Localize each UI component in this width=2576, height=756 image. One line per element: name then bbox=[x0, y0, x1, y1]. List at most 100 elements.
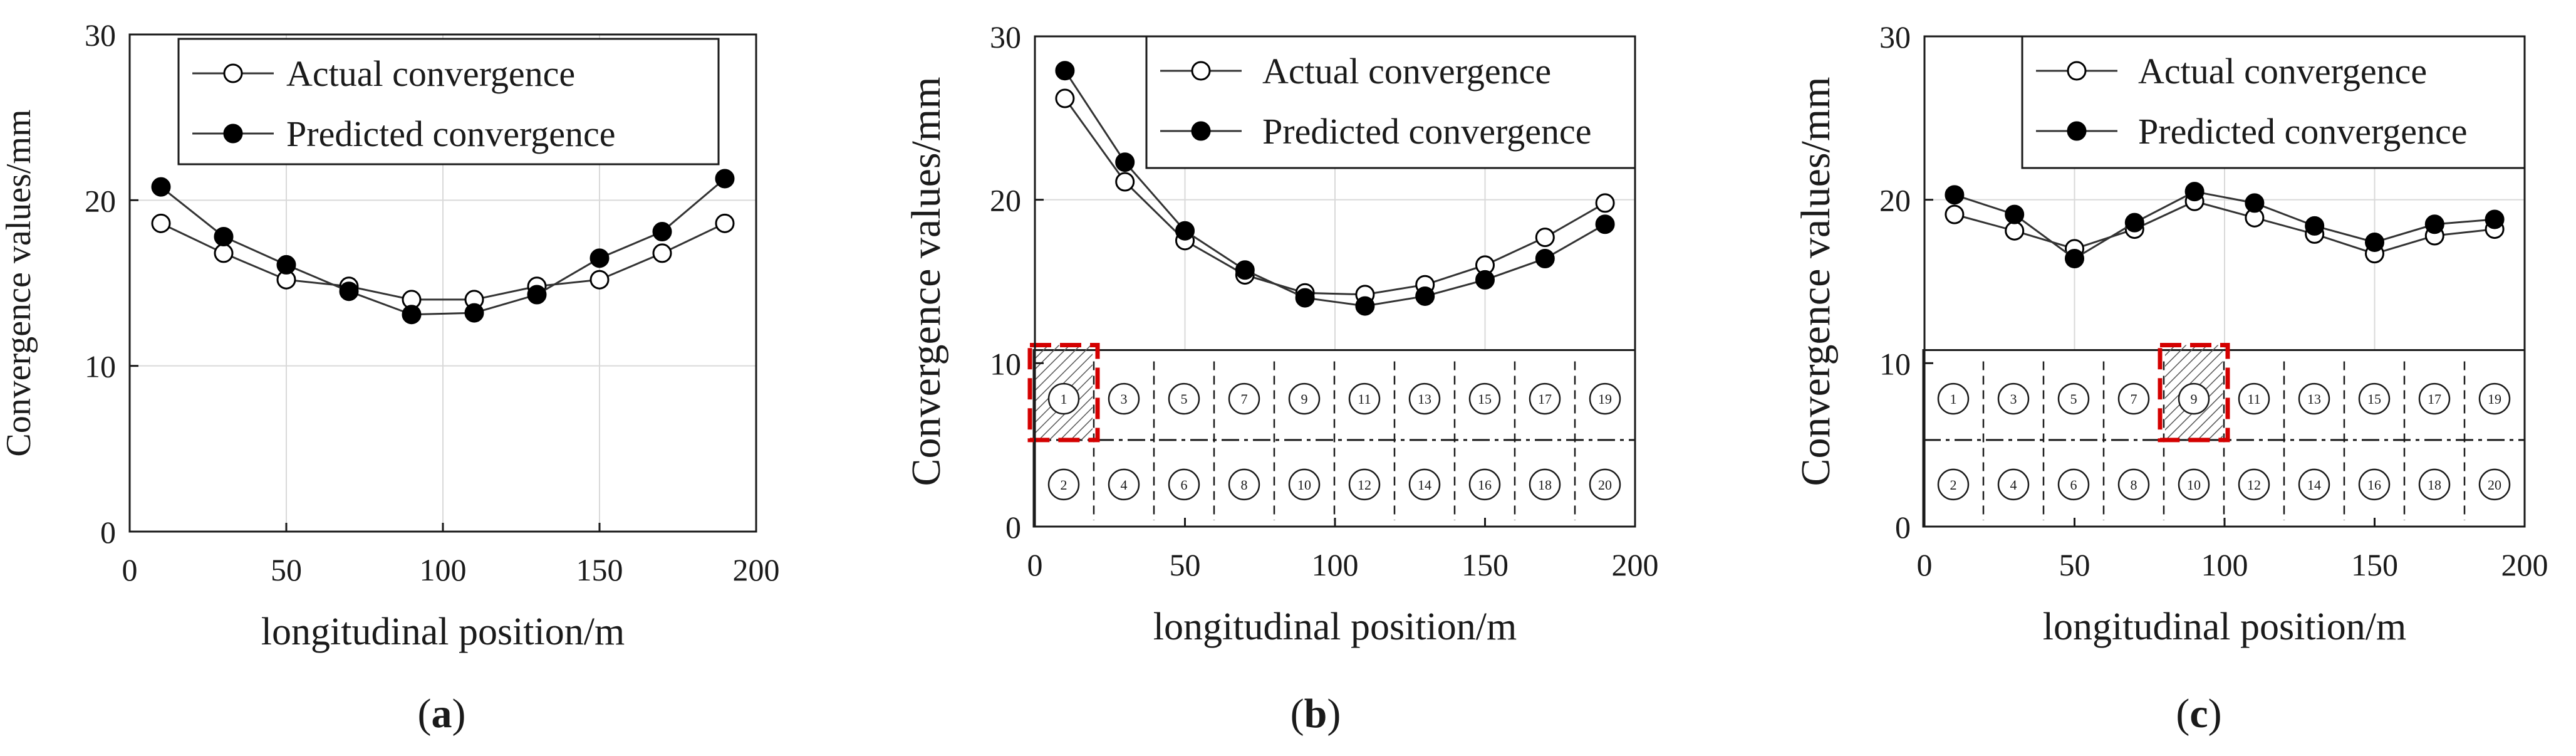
legend: Actual convergence Predicted convergence bbox=[177, 38, 720, 165]
tunnel-cell-circle bbox=[1108, 468, 1140, 501]
tunnel-cell-number: 3 bbox=[2010, 391, 2017, 407]
y-tick-label: 20 bbox=[990, 183, 1021, 218]
actual-data-point bbox=[151, 213, 171, 233]
predicted-data-point bbox=[151, 177, 171, 197]
series-line-predicted bbox=[160, 177, 725, 316]
x-tick-label: 100 bbox=[2201, 547, 2248, 582]
x-tick-label: 0 bbox=[122, 552, 138, 587]
x-tick-label: 200 bbox=[2501, 547, 2548, 582]
tunnel-cell-number: 3 bbox=[1121, 391, 1128, 407]
y-tick-label: 20 bbox=[85, 183, 116, 218]
predicted-data-point bbox=[2365, 232, 2384, 252]
highlight-dashed-box bbox=[2158, 342, 2230, 443]
predicted-data-point bbox=[2424, 214, 2444, 234]
tunnel-cell-number: 15 bbox=[1478, 391, 1492, 407]
tunnel-cell-circle bbox=[1348, 382, 1381, 415]
tunnel-cell-number: 1 bbox=[1061, 391, 1067, 407]
y-tick-label: 0 bbox=[1895, 510, 1911, 545]
y-tick-label: 0 bbox=[100, 515, 116, 550]
predicted-data-point bbox=[402, 305, 422, 325]
tunnel-cell-circle bbox=[2117, 382, 2150, 415]
tunnel-cell-circle bbox=[2057, 468, 2090, 501]
predicted-data-point bbox=[276, 255, 296, 275]
tunnel-cell-number: 10 bbox=[2187, 477, 2201, 493]
predicted-data-point bbox=[1115, 152, 1135, 172]
series-line-predicted bbox=[1064, 70, 1606, 307]
tunnel-cell-circle bbox=[1047, 382, 1080, 415]
predicted-data-point bbox=[1415, 286, 1435, 306]
y-axis-label: Convergence values/mm bbox=[1793, 76, 1839, 486]
tunnel-cell-circle bbox=[2117, 468, 2150, 501]
y-tick-label: 0 bbox=[1005, 510, 1021, 545]
legend-label: Actual convergence bbox=[1262, 51, 1551, 92]
predicted-data-point bbox=[1235, 260, 1255, 280]
actual-data-point bbox=[589, 270, 610, 290]
predicted-data-point bbox=[589, 248, 610, 268]
legend-marker bbox=[2067, 61, 2087, 81]
predicted-data-point bbox=[2245, 193, 2265, 213]
tunnel-cell-number: 18 bbox=[2428, 477, 2441, 493]
predicted-data-point bbox=[214, 226, 234, 246]
tunnel-cell-number: 4 bbox=[1121, 477, 1128, 493]
x-tick-label: 50 bbox=[2059, 547, 2090, 582]
legend-label: Actual convergence bbox=[2138, 51, 2427, 92]
predicted-data-point bbox=[339, 281, 359, 302]
x-tick-label: 100 bbox=[1312, 547, 1359, 582]
series-line-actual bbox=[1064, 98, 1606, 296]
legend-box bbox=[177, 38, 720, 165]
tunnel-cell-circle bbox=[1529, 468, 1561, 501]
tunnel-cell-circle bbox=[1589, 468, 1621, 501]
predicted-data-point bbox=[527, 285, 547, 305]
predicted-data-point bbox=[2005, 204, 2025, 224]
tunnel-cell-number: 16 bbox=[2367, 477, 2381, 493]
predicted-data-point bbox=[1295, 288, 1315, 308]
predicted-data-point bbox=[2184, 182, 2205, 202]
tunnel-cell-circle bbox=[2418, 468, 2451, 501]
legend-marker bbox=[2067, 121, 2087, 141]
actual-data-point bbox=[715, 213, 735, 233]
tunnel-cell-number: 5 bbox=[1181, 391, 1188, 407]
tunnel-cell-circle bbox=[1288, 382, 1321, 415]
tunnel-inset: 1 3 5 7 9 11 13 15 17 192 4 6 8 10 12 14 16 18 20 bbox=[1027, 342, 1636, 528]
tunnel-cell-circle bbox=[2478, 382, 2511, 415]
tunnel-cell-number: 14 bbox=[2307, 477, 2321, 493]
tunnel-cell-number: 12 bbox=[2247, 477, 2261, 493]
tunnel-cell-number: 13 bbox=[2307, 391, 2321, 407]
legend-marker bbox=[1191, 61, 1211, 81]
tunnel-cell-number: 9 bbox=[1301, 391, 1308, 407]
legend-marker bbox=[1191, 121, 1211, 141]
x-tick-label: 0 bbox=[1917, 547, 1933, 582]
predicted-data-point bbox=[1535, 249, 1555, 269]
tunnel-cell-circle bbox=[2478, 468, 2511, 501]
tunnel-cell-number: 11 bbox=[1358, 391, 1371, 407]
tunnel-cell-circle bbox=[1997, 382, 2030, 415]
tunnel-cell-circle bbox=[1529, 382, 1561, 415]
tunnel-cell-circle bbox=[1228, 382, 1260, 415]
y-tick-label: 10 bbox=[1879, 346, 1911, 381]
y-tick-label: 20 bbox=[1879, 183, 1911, 218]
tunnel-cell-circle bbox=[1168, 468, 1200, 501]
x-axis-label: longitudinal position/m bbox=[1153, 606, 1517, 648]
series-line-actual bbox=[160, 222, 725, 301]
legend-box bbox=[1145, 35, 1636, 169]
tunnel-cell-circle bbox=[2298, 382, 2330, 415]
predicted-data-point bbox=[715, 169, 735, 189]
tunnel-cell-circle bbox=[1108, 382, 1140, 415]
legend: Actual convergence Predicted convergence bbox=[2021, 35, 2526, 169]
tunnel-cell-number: 20 bbox=[2488, 477, 2501, 493]
tunnel-cell-number: 7 bbox=[2131, 391, 2137, 407]
tunnel-cell-number: 12 bbox=[1358, 477, 1371, 493]
predicted-data-point bbox=[2305, 216, 2325, 236]
tunnel-cell-circle bbox=[2238, 468, 2270, 501]
tunnel-cell-number: 7 bbox=[1241, 391, 1248, 407]
legend-label: Predicted convergence bbox=[1262, 111, 1592, 152]
tunnel-cell-circle bbox=[2358, 468, 2391, 501]
tunnel-cell-number: 17 bbox=[1538, 391, 1552, 407]
legend-label: Predicted convergence bbox=[286, 113, 616, 154]
panel-caption: (c) bbox=[2176, 691, 2221, 737]
highlight-dashed-box bbox=[1027, 342, 1100, 443]
tunnel-cell-number: 8 bbox=[1241, 477, 1248, 493]
tunnel-cell-number: 10 bbox=[1297, 477, 1311, 493]
actual-data-point bbox=[1055, 88, 1075, 108]
